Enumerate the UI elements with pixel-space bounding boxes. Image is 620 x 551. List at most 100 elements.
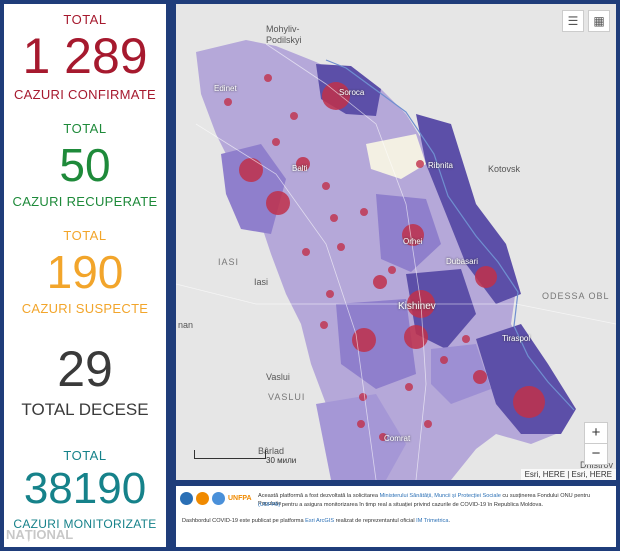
bubble-small[interactable] xyxy=(272,138,280,146)
label-odessa: ODESSA OBL xyxy=(542,291,610,301)
bubble-small[interactable] xyxy=(290,112,298,120)
bubble-straseni[interactable] xyxy=(373,275,387,289)
bubble-stefan-voda[interactable] xyxy=(513,386,545,418)
bubble-balti[interactable] xyxy=(266,191,290,215)
road-east-west xyxy=(176,283,616,325)
info-line-2: (UNFPA) pentru a asigura monitorizarea î… xyxy=(258,501,610,509)
label-iasi: Iasi xyxy=(254,277,269,287)
covid-map[interactable]: Mohyliv- Podilskyi Edinet Soroca Balti R… xyxy=(176,4,616,480)
scale-bar xyxy=(194,450,266,459)
moldova-emblem-icon xyxy=(180,492,193,505)
bubble-small[interactable] xyxy=(337,243,345,251)
info-line-1: Această platformă a fost dezvoltată la s… xyxy=(258,492,610,508)
label-comrat: Comrat xyxy=(384,434,411,443)
stat-suspected-value: 190 xyxy=(46,246,124,298)
label-kotovsk: Kotovsk xyxy=(488,164,521,174)
label-kishinev: Kishinev xyxy=(398,301,436,312)
bubble-small[interactable] xyxy=(440,356,448,364)
stat-monitored-top: TOTAL xyxy=(63,448,107,463)
stat-deaths-label: TOTAL DECESE xyxy=(21,400,149,419)
district-no-data[interactable] xyxy=(366,134,426,179)
bubble-small[interactable] xyxy=(320,321,328,329)
bubble-small[interactable] xyxy=(424,420,432,428)
bubble-small[interactable] xyxy=(326,290,334,298)
bubble-small[interactable] xyxy=(264,74,272,82)
stat-suspected-label: CAZURI SUSPECTE xyxy=(21,301,149,316)
stat-recovered-top: TOTAL xyxy=(63,121,107,136)
label-dubasari: Dubasari xyxy=(446,257,479,266)
trimetrica-link[interactable]: IM Trimetrica xyxy=(416,518,449,524)
label-roman: nan xyxy=(178,320,194,330)
stat-recovered: TOTAL 50 CAZURI RECUPERATE xyxy=(4,121,166,209)
bubble-causeni[interactable] xyxy=(473,370,487,384)
bubble-small[interactable] xyxy=(357,420,365,428)
unfpa-link[interactable]: (UNFPA) xyxy=(258,502,281,508)
bubble-small[interactable] xyxy=(379,433,387,441)
national-watermark: NAȚIONAL xyxy=(6,527,74,542)
road-network xyxy=(176,43,616,480)
info-text: cu susținerea Fondului ONU pentru Popula… xyxy=(258,493,591,507)
stat-suspected-top: TOTAL xyxy=(63,228,107,243)
district-transnistria[interactable] xyxy=(416,114,521,304)
bubble-small[interactable] xyxy=(360,208,368,216)
basemap-grid-icon[interactable]: ▦ xyxy=(588,10,610,32)
sdg-icon xyxy=(196,492,209,505)
label-mohyliv: Mohyliv- xyxy=(266,24,300,34)
district-south[interactable] xyxy=(316,394,406,480)
district-south-east[interactable] xyxy=(476,324,576,434)
un-icon xyxy=(212,492,225,505)
bubble-small[interactable] xyxy=(302,248,310,256)
bubble-small[interactable] xyxy=(322,182,330,190)
unfpa-logo: UNFPA xyxy=(228,495,252,502)
dniester-river xyxy=(325,59,575,411)
bubble-small[interactable] xyxy=(224,98,232,106)
info-text: pentru a asigura monitorizarea în timp r… xyxy=(280,502,544,508)
road-main xyxy=(265,43,427,480)
bubble-small[interactable] xyxy=(416,160,424,168)
ministry-link[interactable]: Ministerului Sănătății, Muncii și Protec… xyxy=(379,493,501,499)
stat-confirmed-label: CAZURI CONFIRMATE xyxy=(13,87,157,102)
road-west xyxy=(195,123,377,480)
label-orhei: Orhei xyxy=(403,237,423,246)
stat-monitored-label: CAZURI MONITORIZATE xyxy=(13,517,157,531)
partner-logos: UNFPA xyxy=(180,492,252,505)
esri-link[interactable]: Esri ArcGIS xyxy=(305,518,335,524)
zoom-control: + − xyxy=(584,422,608,465)
label-dnistrov-2: Dnistrov xyxy=(580,460,614,470)
legend-list-icon[interactable]: ☰ xyxy=(562,10,584,32)
info-text: Această platformă a fost dezvoltată la s… xyxy=(258,493,380,499)
map-canvas[interactable] xyxy=(176,4,616,480)
label-vaslui-region: VASLUI xyxy=(268,392,306,402)
info-text: Dashbordul COVID-19 este publicat pe pla… xyxy=(182,518,306,524)
zoom-out-button[interactable]: − xyxy=(585,443,607,464)
label-soroca: Soroca xyxy=(339,88,365,97)
scale-label: 30 мили xyxy=(266,456,297,465)
bubble-soroca[interactable] xyxy=(322,82,350,110)
bubble-anenii[interactable] xyxy=(404,325,428,349)
stat-recovered-label: CAZURI RECUPERATE xyxy=(12,194,158,209)
label-balti: Balti xyxy=(292,164,308,173)
stat-monitored: TOTAL 38190 CAZURI MONITORIZATE xyxy=(4,448,166,531)
bubble-small[interactable] xyxy=(388,266,396,274)
bubble-small[interactable] xyxy=(462,335,470,343)
bubble-balti-city[interactable] xyxy=(296,157,310,171)
bubble-small[interactable] xyxy=(359,393,367,401)
info-line-3: Dashbordul COVID-19 este publicat pe pla… xyxy=(182,517,610,525)
info-text: realizat de reprezentantul oficial xyxy=(334,518,417,524)
bubble-dubasari[interactable] xyxy=(475,266,497,288)
bubble-small[interactable] xyxy=(405,383,413,391)
bubble-small[interactable] xyxy=(330,214,338,222)
stat-deaths: 29 TOTAL DECESE xyxy=(4,344,166,420)
stat-confirmed-top: TOTAL xyxy=(63,12,107,27)
stat-monitored-value: 38190 xyxy=(23,464,147,513)
bubble-orhei[interactable] xyxy=(402,224,424,246)
stats-panel: TOTAL 1 289 CAZURI CONFIRMATE TOTAL 50 C… xyxy=(4,4,166,547)
zoom-in-button[interactable]: + xyxy=(591,424,601,441)
stat-confirmed: TOTAL 1 289 CAZURI CONFIRMATE xyxy=(4,12,166,102)
label-iasi-region: IASI xyxy=(218,257,240,267)
district-center[interactable] xyxy=(336,299,416,389)
label-ribnita: Ribnita xyxy=(428,161,453,170)
bubble-north-west[interactable] xyxy=(239,158,263,182)
map-attribution[interactable]: Esri, HERE | Esri, HERE xyxy=(520,469,616,480)
label-barlad: Bârlad xyxy=(258,446,285,456)
